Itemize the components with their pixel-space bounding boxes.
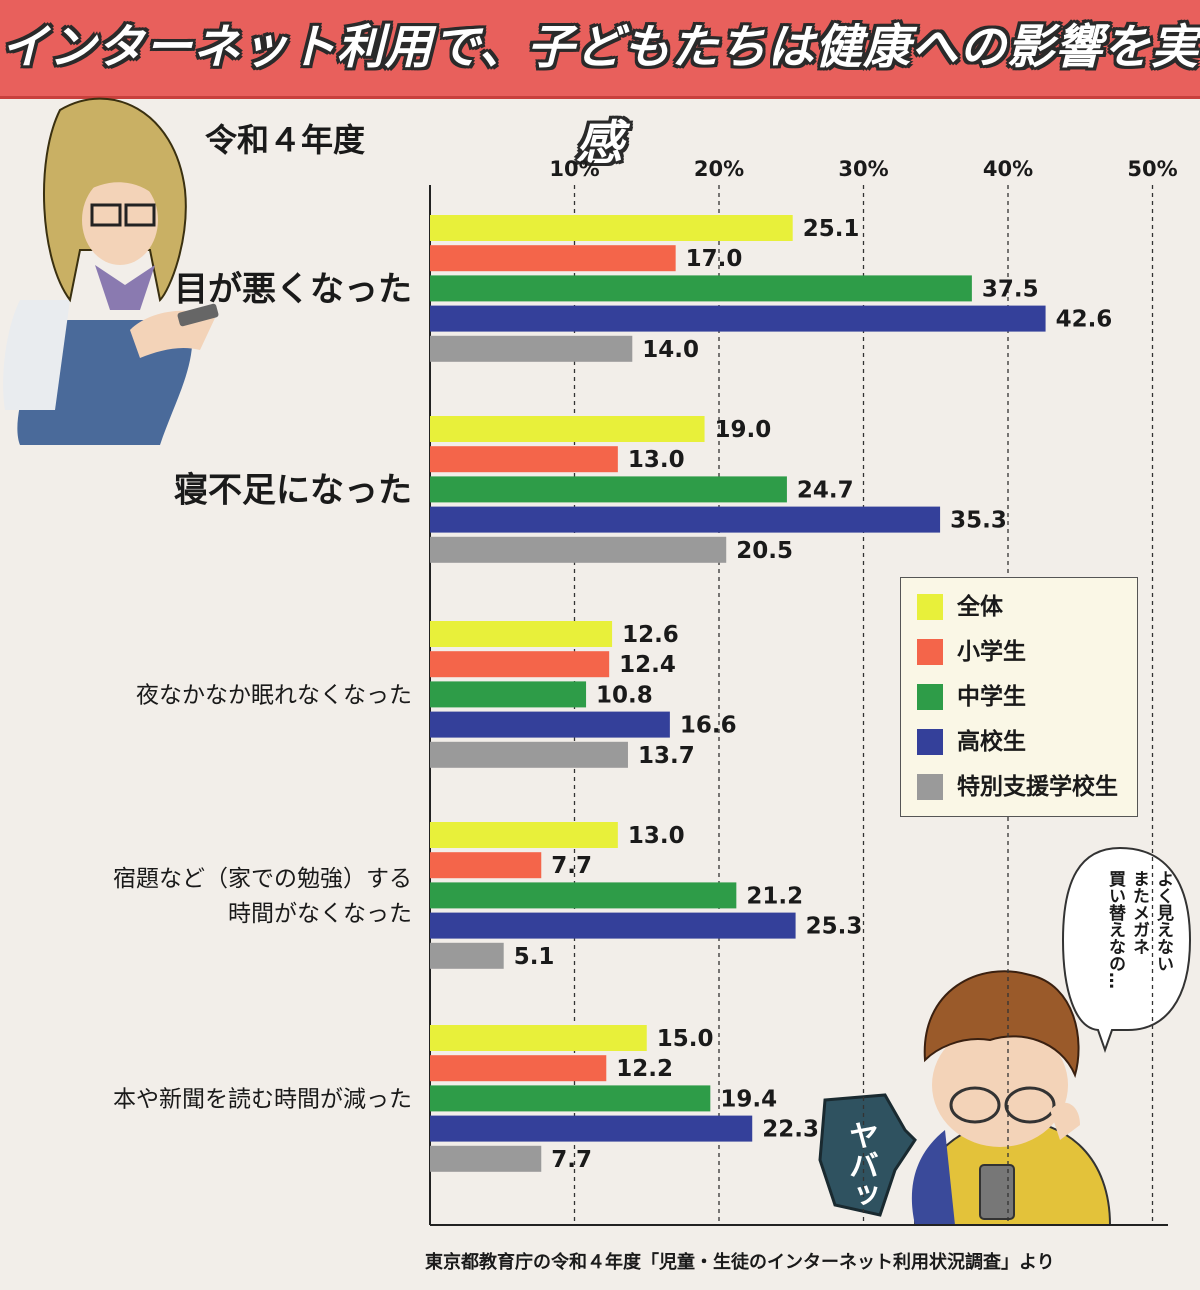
legend-label: 全体 — [957, 594, 1003, 620]
value-label: 21.2 — [746, 883, 803, 909]
legend-swatch-0 — [917, 594, 943, 620]
bar — [430, 942, 504, 969]
value-label: 15.0 — [657, 1026, 714, 1052]
speech-bubble-right — [1061, 846, 1192, 1054]
legend-swatch-1 — [917, 639, 943, 665]
bar — [430, 305, 1046, 332]
value-label: 12.2 — [616, 1056, 673, 1082]
legend-label: 中学生 — [957, 684, 1026, 710]
category-label: 本や新聞を読む時間が減った — [113, 1087, 412, 1113]
speech-line: 買い替えなの… — [1105, 870, 1125, 989]
source-citation: 東京都教育庁の令和４年度「児童・生徒のインターネット利用状況調査」より — [425, 1252, 1055, 1273]
bar — [430, 852, 542, 879]
year-label: 令和４年度 — [205, 121, 366, 159]
bar — [430, 681, 587, 708]
yabai-text: ヤバッ — [843, 1120, 878, 1210]
value-label: 13.0 — [628, 823, 685, 849]
bar — [430, 335, 633, 362]
bar — [430, 1115, 753, 1142]
bar — [430, 882, 737, 909]
bar — [430, 245, 676, 272]
category-label: 時間がなくなった — [228, 901, 412, 927]
boy-illustration — [911, 970, 1112, 1226]
bar — [430, 446, 618, 473]
bar — [430, 912, 796, 939]
value-label: 20.5 — [736, 538, 793, 564]
bar — [430, 1055, 607, 1082]
bar — [430, 822, 618, 848]
value-label: 12.6 — [622, 622, 679, 648]
value-label: 25.3 — [806, 914, 863, 940]
x-tick-label: 40% — [983, 157, 1033, 181]
bar — [430, 621, 613, 647]
speech-line: またメガネ — [1129, 870, 1149, 955]
value-label: 35.3 — [950, 508, 1007, 534]
legend-label: 高校生 — [957, 729, 1026, 755]
value-label: 7.7 — [551, 853, 592, 879]
legend-swatch-2 — [917, 684, 943, 710]
value-label: 19.0 — [715, 417, 772, 443]
x-tick-label: 50% — [1127, 157, 1177, 181]
value-label: 22.3 — [762, 1117, 819, 1143]
value-label: 12.4 — [619, 652, 676, 678]
yabai-bubble — [818, 1093, 917, 1217]
bar — [430, 651, 610, 678]
bar — [430, 1145, 542, 1172]
value-label: 42.6 — [1056, 307, 1113, 333]
legend-swatch-3 — [917, 729, 943, 755]
bar — [430, 1085, 711, 1112]
legend: 全体 小学生 中学生 高校生 特別支援学校生 — [900, 577, 1138, 817]
bar — [430, 741, 628, 768]
bar — [430, 476, 787, 503]
value-label: 19.4 — [720, 1086, 777, 1112]
value-label: 17.0 — [686, 246, 743, 272]
x-tick-label: 20% — [694, 157, 744, 181]
value-label: 13.7 — [638, 743, 695, 769]
bar — [430, 506, 941, 533]
value-label: 13.0 — [628, 447, 685, 473]
value-label: 25.1 — [803, 216, 860, 242]
bar — [430, 1025, 647, 1051]
title-banner: インターネット利用で、子どもたちは健康への影響を実感 — [0, 0, 1200, 171]
bar — [430, 536, 727, 563]
value-label: 7.7 — [551, 1147, 592, 1173]
bar — [430, 416, 705, 442]
category-label: 夜なかなか眠れなくなった — [136, 683, 412, 709]
girl-illustration — [3, 97, 219, 445]
bar — [430, 275, 972, 302]
value-label: 16.6 — [680, 713, 737, 739]
value-label: 37.5 — [982, 276, 1039, 302]
value-label: 24.7 — [797, 477, 854, 503]
page-title: インターネット利用で、子どもたちは健康への影響を実感 — [0, 20, 1200, 171]
value-label: 5.1 — [514, 944, 555, 970]
value-label: 10.8 — [596, 682, 653, 708]
bar — [430, 215, 793, 241]
speech-line: よく見えない — [1153, 870, 1173, 972]
category-label: 宿題など（家での勉強）する — [113, 866, 412, 892]
category-label: 寝不足になった — [174, 471, 412, 511]
value-label: 14.0 — [642, 337, 699, 363]
legend-label: 特別支援学校生 — [957, 774, 1118, 800]
legend-label: 小学生 — [957, 639, 1026, 665]
x-tick-label: 30% — [838, 157, 888, 181]
speech-bubble-text: よく見えない またメガネ 買い替えなの… — [1075, 870, 1175, 1010]
legend-swatch-4 — [917, 774, 943, 800]
x-tick-label: 10% — [549, 157, 599, 181]
bar — [430, 711, 670, 738]
category-label: 目が悪くなった — [174, 270, 412, 310]
